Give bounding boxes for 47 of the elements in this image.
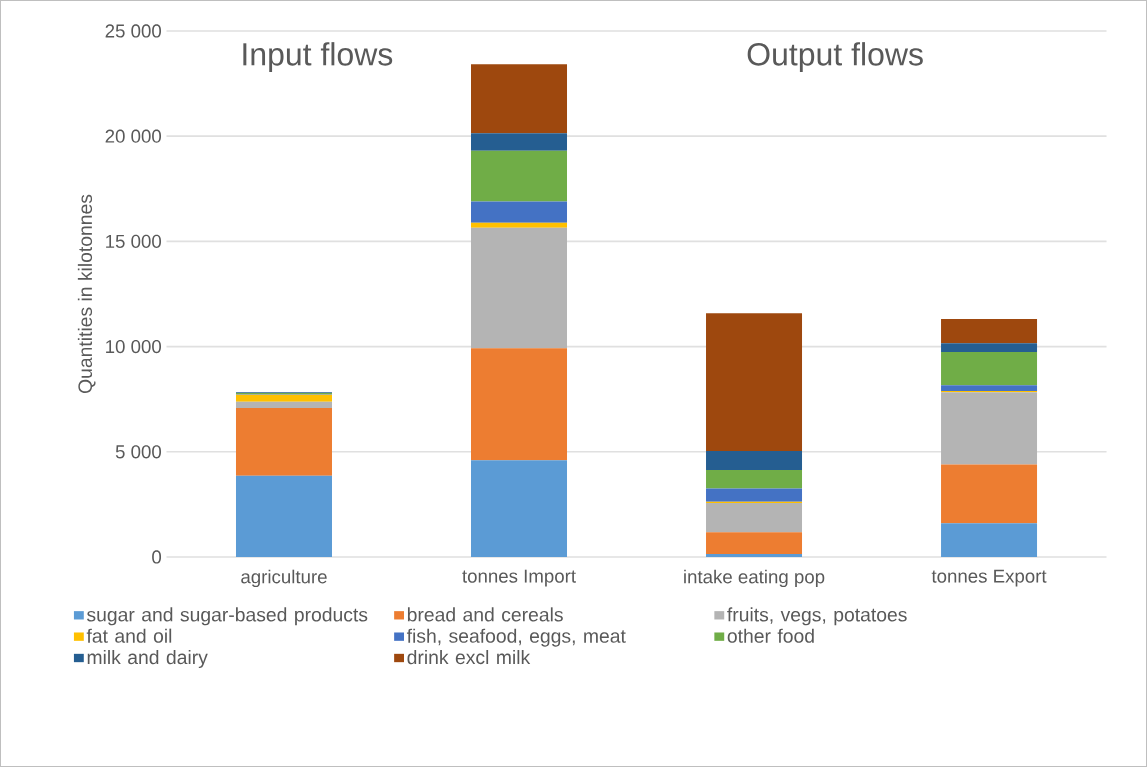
bar — [471, 348, 568, 461]
y-tick-label: 15 000 — [106, 234, 162, 248]
bar — [941, 343, 1038, 353]
bar — [706, 450, 803, 471]
x-tick-label: tonnes Export — [931, 569, 1047, 587]
bar — [235, 408, 332, 476]
bar — [471, 460, 568, 557]
bar — [706, 554, 803, 557]
x-tick-label: intake eating pop — [684, 569, 825, 588]
x-tick-label: tonnes Import — [462, 569, 576, 587]
y-axis-title: Quantities in kilotonnes — [77, 194, 96, 394]
bar — [471, 201, 568, 223]
annotation: Output flows — [747, 42, 923, 72]
bar — [941, 523, 1038, 557]
y-tick-label: 5 000 — [115, 445, 162, 459]
legend-label: fruits, vegs, potatoes — [727, 607, 907, 626]
bar — [471, 64, 568, 134]
bar — [706, 313, 803, 451]
legend-label: bread and cereals — [407, 607, 563, 622]
legend-label: other food — [727, 628, 814, 643]
bar — [941, 385, 1038, 391]
bar — [706, 488, 803, 502]
legend-label: drink excl milk — [407, 650, 531, 665]
bar — [235, 394, 332, 402]
y-tick-label: 20 000 — [105, 129, 162, 143]
legend-label: sugar and sugar-based products — [87, 607, 368, 626]
bar — [471, 133, 568, 151]
bar — [941, 392, 1038, 465]
bar — [235, 401, 332, 409]
y-tick-label: 0 — [152, 550, 162, 564]
y-tick-label: 25 000 — [105, 24, 162, 38]
legend-label: fish, seafood, eggs, meat — [406, 628, 626, 647]
bar — [235, 475, 332, 557]
legend-label: milk and dairy — [87, 650, 208, 669]
bar — [941, 352, 1038, 386]
bar — [471, 150, 568, 202]
y-tick-label: 10 000 — [106, 339, 162, 354]
x-tick-label: agriculture — [241, 569, 327, 588]
bar — [706, 532, 803, 555]
bar — [941, 319, 1038, 344]
annotation: Input flows — [243, 42, 393, 72]
bar — [941, 464, 1038, 524]
bar — [706, 470, 803, 489]
legend-label: fat and oil — [86, 628, 172, 643]
bar — [471, 227, 568, 349]
bar — [471, 222, 568, 228]
bar — [706, 502, 803, 533]
